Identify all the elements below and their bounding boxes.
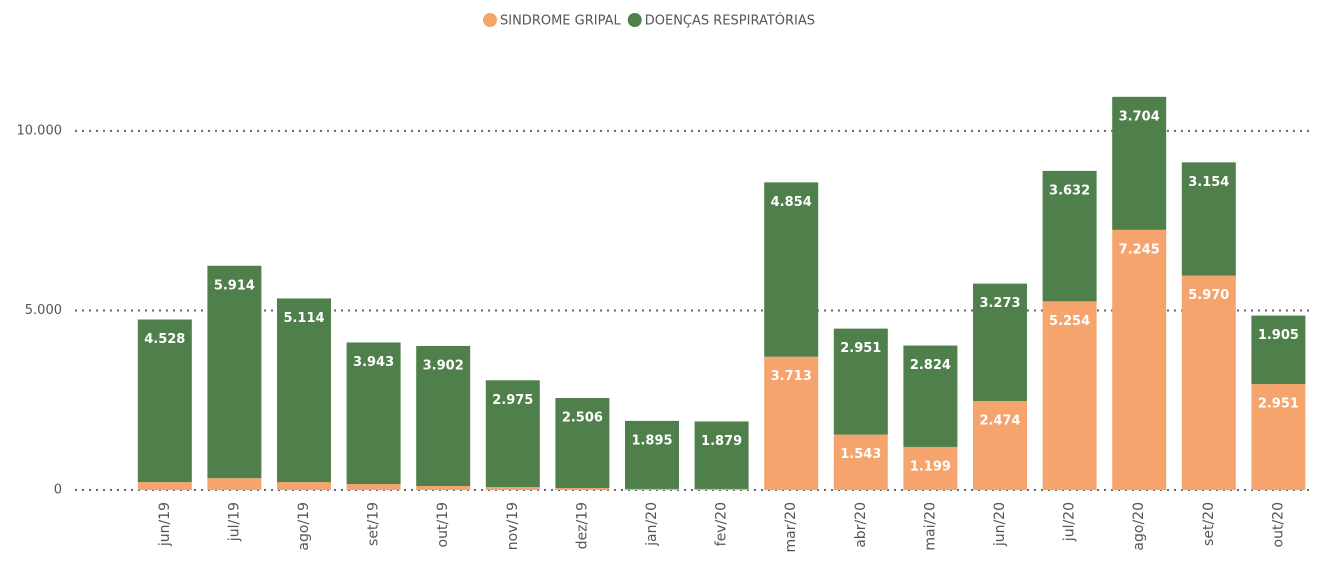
bar-segment <box>625 420 679 489</box>
y-tick-label: 10.000 <box>17 123 63 138</box>
bar-segment <box>555 398 610 489</box>
bar-segment <box>1112 229 1167 491</box>
x-tick-label: jul/20 <box>1062 502 1078 542</box>
legend-marker <box>483 13 497 27</box>
bar-segment <box>207 478 262 490</box>
x-tick-label: dez/19 <box>574 502 590 549</box>
x-tick-label: set/19 <box>366 502 382 546</box>
value-label: 4.528 <box>144 332 185 347</box>
x-tick-label: ago/20 <box>1131 502 1147 551</box>
x-tick-label: set/20 <box>1201 502 1217 546</box>
bar-segment <box>1181 275 1236 490</box>
bar-segment <box>1112 96 1167 230</box>
bar-segment <box>346 484 401 490</box>
bar-segment <box>346 342 401 485</box>
bar-segment <box>1251 315 1306 385</box>
value-label: 3.704 <box>1119 109 1160 124</box>
x-tick-label: nov/19 <box>505 502 521 550</box>
value-label: 2.975 <box>492 393 533 408</box>
value-label: 3.273 <box>979 296 1020 311</box>
bar-segment <box>833 434 888 490</box>
value-label: 5.114 <box>283 311 324 326</box>
value-label: 4.854 <box>771 195 812 210</box>
bar-segment <box>694 421 749 489</box>
y-tick-label: 0 <box>54 483 62 498</box>
x-tick-label: fev/20 <box>714 502 730 546</box>
bar-segment <box>416 486 471 490</box>
value-label: 1.905 <box>1258 328 1299 343</box>
value-label: 3.632 <box>1049 183 1090 198</box>
bar-segment <box>973 401 1027 490</box>
x-tick-label: jun/20 <box>992 502 1008 547</box>
x-tick-label: mai/20 <box>922 502 938 551</box>
value-label: 3.713 <box>771 369 812 384</box>
bar-segment <box>137 319 192 483</box>
bar-segment <box>694 488 749 490</box>
bar-segment <box>485 380 540 488</box>
x-tick-label: abr/20 <box>853 502 869 548</box>
x-tick-label: out/20 <box>1270 502 1286 547</box>
value-label: 3.902 <box>423 358 464 373</box>
value-label: 3.943 <box>353 355 394 370</box>
legend-label: DOENÇAS RESPIRATÓRIAS <box>645 13 815 29</box>
bar-segment <box>277 298 331 483</box>
bar-segment <box>555 488 610 490</box>
legend-label: SINDROME GRIPAL <box>500 14 621 29</box>
bar-segment <box>1251 384 1306 490</box>
x-tick-label: ago/19 <box>296 502 312 551</box>
bar-segment <box>416 345 471 487</box>
value-label: 7.245 <box>1119 242 1160 257</box>
value-label: 1.879 <box>701 434 742 449</box>
bar-segment <box>1042 301 1097 490</box>
bar-segment <box>833 328 888 435</box>
x-tick-label: jun/19 <box>157 502 173 547</box>
x-tick-label: jan/20 <box>644 502 660 547</box>
value-label: 5.914 <box>214 278 255 293</box>
x-tick-label: jul/19 <box>226 502 242 542</box>
bar-segment <box>277 482 331 490</box>
bar-segment <box>485 487 540 490</box>
value-label: 2.951 <box>1258 397 1299 412</box>
value-label: 1.543 <box>840 447 881 462</box>
value-label: 5.970 <box>1188 288 1229 303</box>
value-label: 2.824 <box>910 358 951 373</box>
bar-segment <box>903 446 958 490</box>
x-tick-label: mar/20 <box>783 502 799 553</box>
bar-segment <box>1042 170 1097 302</box>
bar-segment <box>903 345 958 447</box>
bar-segment <box>1181 162 1236 276</box>
bar-segment <box>207 265 262 479</box>
x-tick-label: out/19 <box>435 502 451 547</box>
y-tick-label: 5.000 <box>25 303 62 318</box>
value-label: 2.474 <box>979 414 1020 429</box>
bar-segment <box>625 488 679 490</box>
value-label: 5.254 <box>1049 314 1090 329</box>
value-label: 1.199 <box>910 459 951 474</box>
bar-segment <box>764 182 819 357</box>
value-label: 2.951 <box>840 341 881 356</box>
value-label: 3.154 <box>1188 175 1229 190</box>
legend-marker <box>627 13 642 27</box>
bar-segment <box>764 356 819 490</box>
value-label: 1.895 <box>631 433 672 448</box>
value-label: 2.506 <box>562 411 603 426</box>
bar-segment <box>137 482 192 490</box>
bar-segment <box>973 283 1027 402</box>
